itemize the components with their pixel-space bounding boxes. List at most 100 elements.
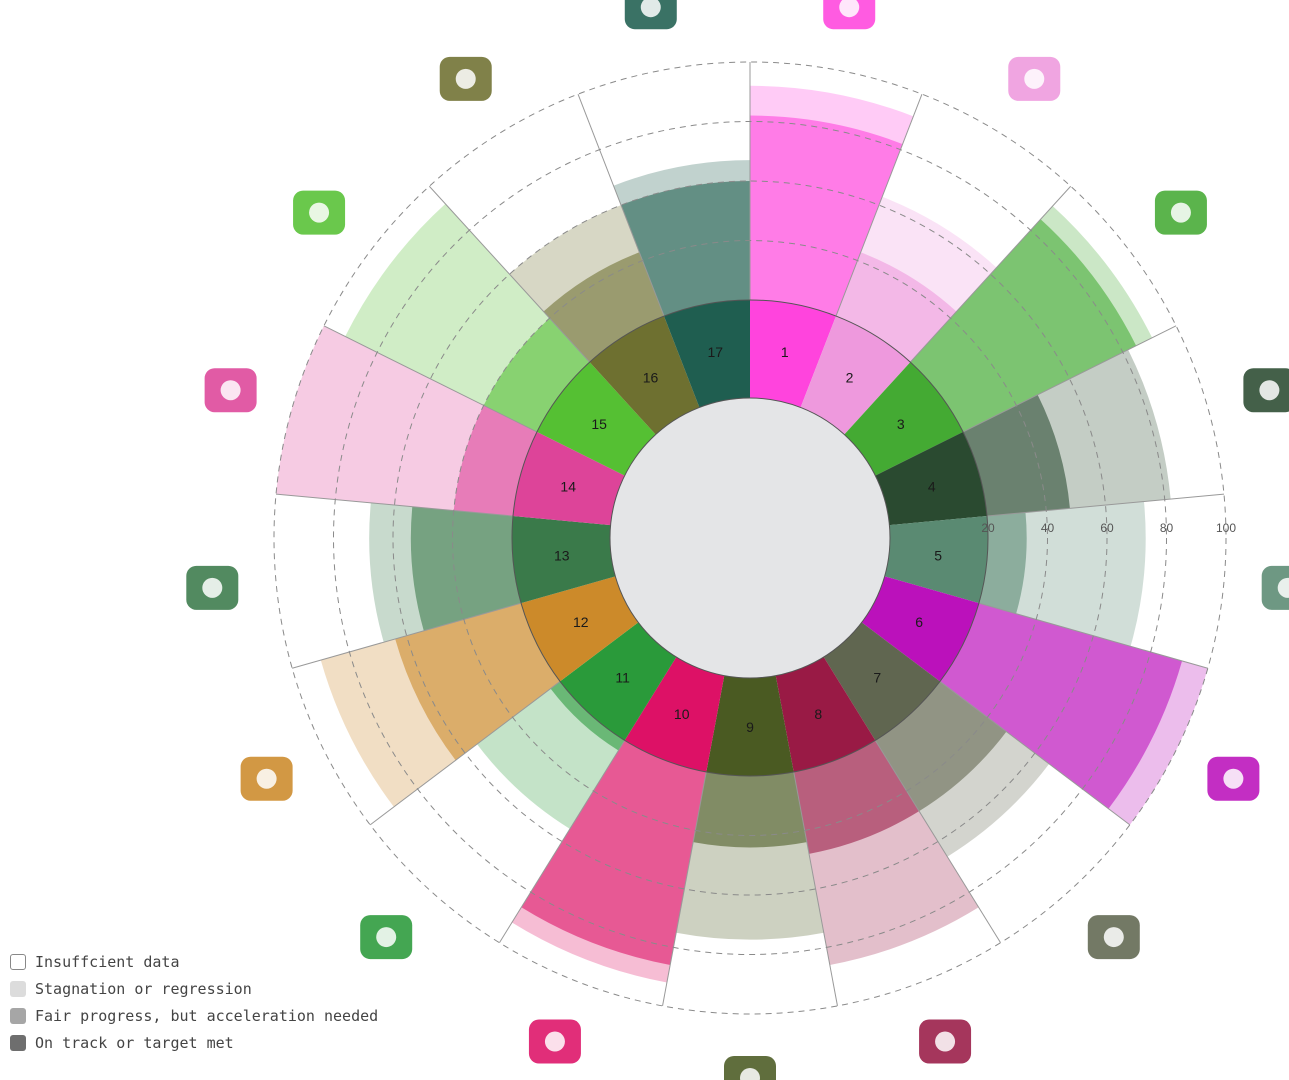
goal-segment-1 (750, 85, 914, 408)
fair-progress-band (395, 603, 561, 761)
on-track-band (511, 516, 616, 604)
fair-progress-band (875, 681, 1007, 812)
fair-progress-band (693, 771, 807, 848)
on-track-band (560, 622, 677, 741)
fair-progress-band (750, 115, 903, 317)
on-track-band (884, 516, 989, 604)
city-icon (360, 915, 413, 960)
segment-label: 17 (707, 344, 723, 360)
heart-pulse-icon (1154, 190, 1207, 235)
justice-dove-icon (439, 56, 492, 101)
spoke-line (939, 681, 1131, 826)
segment-label: 6 (915, 614, 923, 630)
chart-spokes (275, 62, 1225, 1006)
legend-swatch-on-track (10, 1034, 26, 1051)
segment-label: 8 (814, 706, 822, 722)
spoke-line (978, 602, 1208, 669)
fair-progress-band (835, 252, 957, 363)
legend-swatch-stagnation (10, 980, 26, 997)
radial-axis-ticks: 20 40 60 80 100 (981, 521, 1236, 535)
on-track-band (800, 316, 911, 435)
goal-segment-3 (844, 206, 1153, 476)
legend-item: Insuffcient data (10, 948, 378, 975)
goal-segment-5 (884, 501, 1146, 647)
legend-item: Fair progress, but acceleration needed (10, 1002, 378, 1029)
legend: Insuffcient data Stagnation or regressio… (10, 948, 378, 1056)
energy-icon (1087, 915, 1140, 960)
spoke-line (275, 493, 514, 517)
on-track-band (589, 316, 700, 435)
on-track-band (875, 431, 987, 526)
spoke-line (986, 493, 1225, 517)
spoke-line (498, 740, 626, 943)
goal-segment-15 (345, 203, 656, 476)
tree-icon (293, 190, 346, 235)
chart-gridlines (273, 61, 1227, 1015)
fair-progress-band (453, 405, 537, 517)
gridline-40 (452, 240, 1048, 836)
fair-progress-band (621, 181, 750, 317)
goal-segment-17 (613, 160, 750, 408)
legend-label: Insuffcient data (35, 952, 180, 971)
goal-segment-8 (775, 657, 979, 965)
gender-icon (1261, 565, 1289, 610)
spoke-line (662, 771, 707, 1006)
spoke-line (793, 771, 838, 1006)
segment-label: 7 (873, 670, 881, 686)
goal-segment-9 (676, 675, 824, 940)
infinity-icon (240, 756, 293, 801)
goal-icons (186, 0, 1289, 1080)
fair-progress-band (910, 219, 1137, 432)
growth-icon (919, 1019, 972, 1064)
goal-segment-6 (861, 576, 1208, 825)
spoke-line (292, 602, 522, 669)
segment-label: 5 (934, 547, 942, 563)
spoke-line (323, 325, 538, 433)
spoke-line (874, 740, 1002, 943)
on-track-band (861, 576, 979, 682)
goal-segment-13 (369, 502, 616, 643)
tick-label: 100 (1216, 521, 1236, 535)
on-track-band (775, 657, 876, 772)
fair-progress-band (978, 512, 1027, 614)
on-track-band (521, 576, 639, 682)
education-icon (1243, 368, 1289, 413)
segment-label: 1 (781, 344, 789, 360)
segment-label: 9 (746, 719, 754, 735)
spoke-line (835, 93, 923, 317)
inner-ring (609, 397, 891, 679)
segment-label: 14 (560, 478, 576, 494)
gridline-100 (273, 61, 1227, 1015)
tick-label: 80 (1160, 521, 1174, 535)
on-track-band (624, 657, 725, 772)
spoke-line (369, 681, 561, 826)
center-disc (610, 398, 890, 678)
tick-label: 60 (1100, 521, 1114, 535)
legend-item: On track or target met (10, 1029, 378, 1056)
legend-item: Stagnation or regression (10, 975, 378, 1002)
goal-segment-12 (320, 576, 639, 807)
fair-progress-band (550, 681, 625, 751)
segment-label: 4 (928, 478, 936, 494)
on-track-band (536, 362, 656, 476)
family-icon (823, 0, 876, 30)
tick-label: 40 (1041, 521, 1055, 535)
spoke-line (428, 185, 591, 363)
segment-label: 11 (615, 670, 630, 686)
fair-progress-band (939, 603, 1183, 809)
tick-label: 20 (981, 521, 995, 535)
gridline-80 (333, 121, 1167, 955)
spoke-line (962, 325, 1177, 433)
legend-label: Fair progress, but acceleration needed (35, 1006, 379, 1025)
fair-progress-band (483, 318, 590, 432)
gridline-60 (392, 180, 1108, 896)
segment-label: 3 (897, 416, 905, 432)
chart-slices (276, 85, 1208, 983)
goal-segment-7 (823, 622, 1050, 857)
fish-icon (204, 368, 257, 413)
segment-label: 10 (674, 706, 690, 722)
segment-label: 16 (643, 369, 659, 385)
spoke-line (909, 185, 1072, 363)
goal-segment-16 (509, 205, 700, 435)
